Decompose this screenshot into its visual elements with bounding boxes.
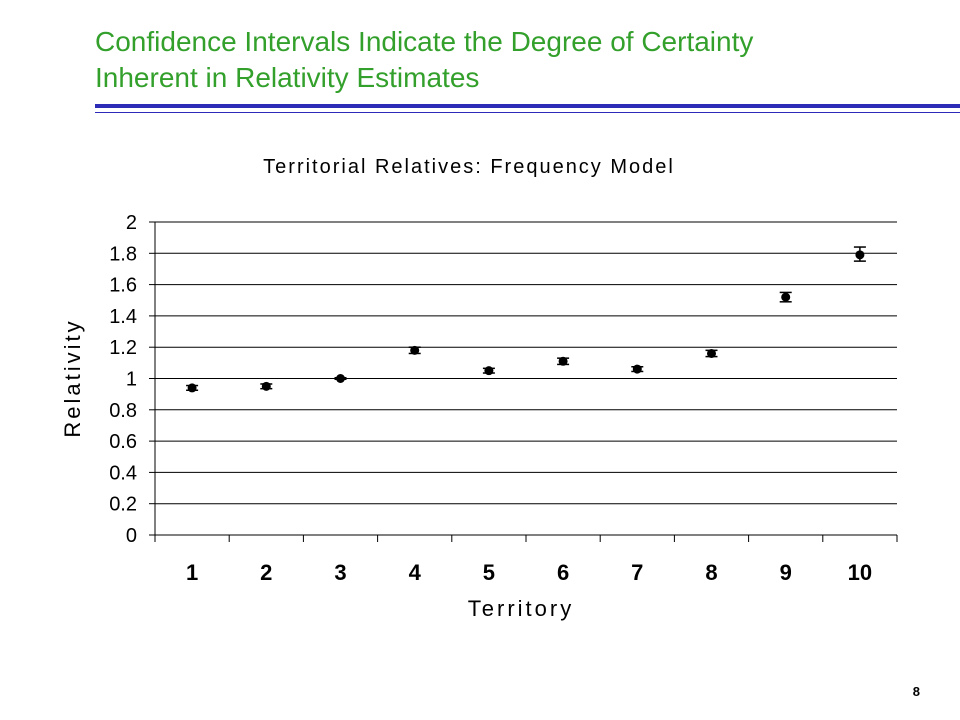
x-tick-label: 5	[483, 560, 495, 585]
title-rule-thin	[95, 112, 960, 113]
x-tick-label: 2	[260, 560, 272, 585]
data-point	[855, 250, 865, 260]
page-number: 8	[912, 684, 920, 699]
y-tick-label: 1.4	[109, 306, 137, 328]
y-tick-label: 0.2	[109, 494, 137, 516]
x-tick-label: 10	[848, 560, 872, 585]
x-tick-label: 1	[186, 560, 198, 585]
data-point	[484, 366, 494, 376]
x-tick-label: 9	[780, 560, 792, 585]
data-point	[410, 345, 420, 355]
y-tick-label: 1.6	[109, 275, 137, 297]
data-points	[187, 250, 865, 393]
data-point	[336, 374, 345, 383]
y-tick-label: 1.2	[109, 337, 137, 359]
y-tick-label: 0	[126, 525, 137, 547]
chart-title: Territorial Relatives: Frequency Model	[263, 156, 675, 178]
slide-title: Confidence Intervals Indicate the Degree…	[95, 24, 915, 96]
y-tick-label: 0.4	[109, 462, 137, 484]
x-tick-label: 8	[705, 560, 717, 585]
slide-title-line2: Inherent in Relativity Estimates	[95, 62, 480, 93]
y-tick-label: 1	[126, 369, 137, 391]
x-axis-label: Territory	[468, 596, 574, 621]
x-tick-label: 6	[557, 560, 569, 585]
y-tick-label: 0.6	[109, 431, 137, 453]
y-tick-labels: 0 0.2 0.4 0.6 0.8 1 1.2 1.4 1.6 1.8 2	[109, 212, 137, 547]
data-point	[707, 348, 716, 358]
x-tick-label: 7	[631, 560, 643, 585]
y-tick-label: 0.8	[109, 400, 137, 422]
x-tick-label: 4	[409, 560, 422, 585]
data-point	[781, 292, 791, 302]
error-bars	[186, 246, 866, 391]
data-point	[261, 381, 271, 391]
data-point	[632, 364, 642, 374]
x-tick-labels: 1 2 3 4 5 6 7 8 9 10	[186, 560, 872, 585]
title-rule-thick	[95, 104, 960, 108]
slide-title-line1: Confidence Intervals Indicate the Degree…	[95, 26, 754, 57]
y-tick-label: 1.8	[109, 243, 137, 265]
y-tick-label: 2	[126, 212, 137, 234]
x-tick-label: 3	[334, 560, 346, 585]
grid-layer	[149, 221, 898, 542]
data-point	[187, 383, 197, 393]
y-axis-label: Relativity	[60, 318, 85, 437]
data-point	[558, 356, 568, 366]
